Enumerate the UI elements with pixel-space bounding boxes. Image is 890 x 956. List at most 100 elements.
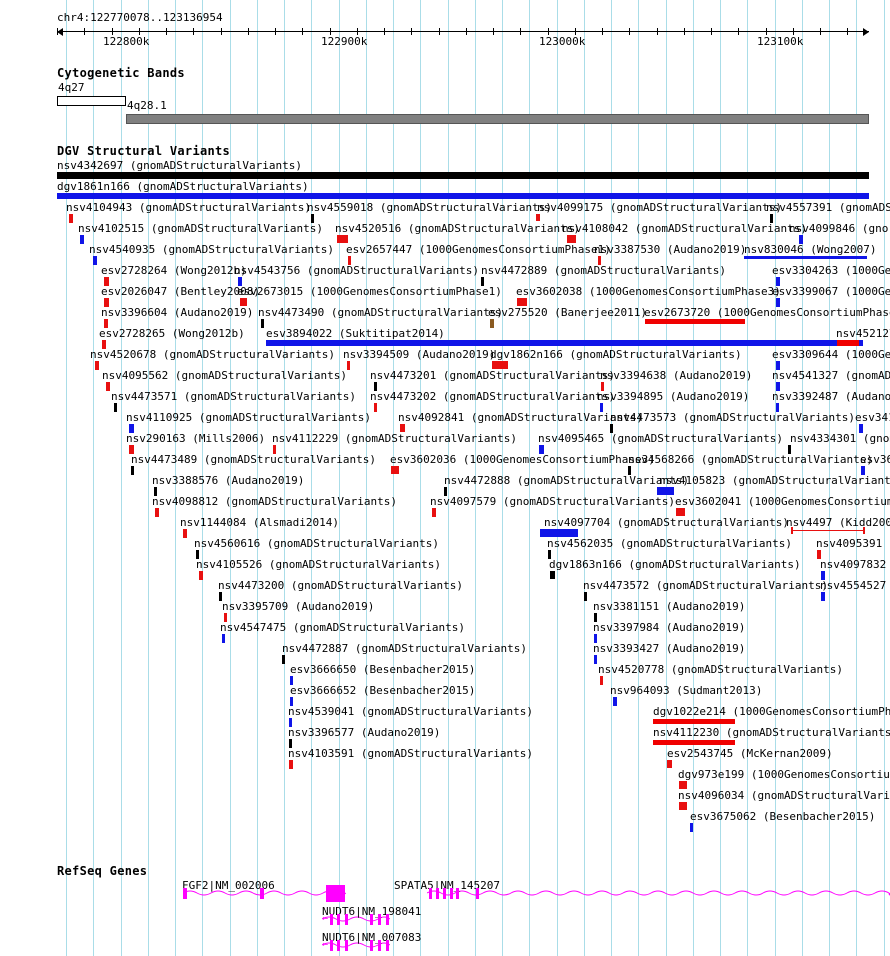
variant-feature[interactable] xyxy=(600,403,603,412)
variant-feature[interactable] xyxy=(690,823,693,832)
variant-feature[interactable] xyxy=(821,592,825,601)
gene-exon[interactable] xyxy=(456,888,459,899)
variant-feature[interactable] xyxy=(584,592,587,601)
variant-feature[interactable] xyxy=(594,613,597,622)
gene-label[interactable]: FGF2|NM_002006 xyxy=(182,879,275,892)
variant-feature[interactable] xyxy=(104,277,109,286)
gene-exon[interactable] xyxy=(436,888,439,899)
variant-feature[interactable] xyxy=(594,634,597,643)
variant-feature[interactable] xyxy=(131,466,134,475)
variant-feature[interactable] xyxy=(776,298,780,307)
gene-exon[interactable] xyxy=(330,940,333,951)
variant-feature[interactable] xyxy=(347,361,350,370)
variant-feature[interactable] xyxy=(289,760,293,769)
gene-exon[interactable] xyxy=(443,888,446,899)
variant-feature[interactable] xyxy=(536,214,540,221)
variant-feature[interactable] xyxy=(104,298,109,307)
variant-feature[interactable] xyxy=(432,508,436,517)
variant-feature[interactable] xyxy=(289,739,292,748)
variant-feature[interactable] xyxy=(517,298,527,306)
gene-label[interactable]: NUDT6|NM_198041 xyxy=(322,905,422,918)
variant-feature[interactable] xyxy=(199,571,203,580)
gene-exon[interactable] xyxy=(450,888,453,899)
variant-feature[interactable] xyxy=(104,319,108,328)
variant-feature[interactable] xyxy=(95,361,99,370)
variant-feature[interactable] xyxy=(548,550,551,559)
variant-feature[interactable] xyxy=(273,445,276,454)
gene-exon[interactable] xyxy=(260,888,264,899)
gene-exon[interactable] xyxy=(337,914,340,925)
variant-feature[interactable] xyxy=(57,172,869,179)
variant-feature[interactable] xyxy=(183,529,187,538)
gene-exon[interactable] xyxy=(476,888,479,899)
variant-feature[interactable] xyxy=(799,235,803,244)
variant-feature[interactable] xyxy=(348,256,351,265)
variant-feature[interactable] xyxy=(290,697,293,706)
variant-feature[interactable] xyxy=(481,277,484,286)
gene-exon[interactable] xyxy=(378,914,381,925)
variant-feature[interactable] xyxy=(492,361,508,369)
variant-feature[interactable] xyxy=(600,676,603,685)
variant-feature[interactable] xyxy=(224,613,227,622)
variant-feature[interactable] xyxy=(311,214,314,223)
gene-exon[interactable] xyxy=(429,888,432,899)
variant-feature[interactable] xyxy=(196,550,199,559)
variant-feature[interactable] xyxy=(374,382,377,391)
gene-label[interactable]: NUDT6|NM_007083 xyxy=(322,931,422,944)
variant-feature[interactable] xyxy=(261,319,264,328)
variant-feature[interactable] xyxy=(93,256,97,265)
variant-feature[interactable] xyxy=(550,571,555,579)
gene-exon[interactable] xyxy=(326,885,345,902)
variant-feature[interactable] xyxy=(567,235,576,243)
variant-feature[interactable] xyxy=(776,361,780,370)
variant-feature[interactable] xyxy=(106,382,110,391)
variant-feature[interactable] xyxy=(645,319,745,324)
gene-exon[interactable] xyxy=(370,914,373,925)
variant-feature[interactable] xyxy=(80,235,84,244)
variant-feature[interactable] xyxy=(859,424,863,433)
variant-feature[interactable] xyxy=(676,508,685,516)
cytoband-bar[interactable] xyxy=(126,114,869,124)
variant-feature[interactable] xyxy=(69,214,73,223)
variant-feature[interactable] xyxy=(791,527,865,534)
variant-feature[interactable] xyxy=(861,466,865,475)
gene-exon[interactable] xyxy=(386,940,389,951)
variant-feature[interactable] xyxy=(776,277,780,286)
variant-feature[interactable] xyxy=(679,781,687,789)
variant-feature[interactable] xyxy=(776,403,779,412)
variant-feature[interactable] xyxy=(391,466,399,474)
variant-feature[interactable] xyxy=(539,445,544,454)
gene-exon[interactable] xyxy=(345,940,348,951)
variant-feature[interactable] xyxy=(821,571,825,580)
variant-feature[interactable] xyxy=(653,719,735,724)
variant-feature[interactable] xyxy=(238,277,242,286)
variant-feature[interactable] xyxy=(374,403,377,412)
gene-exon[interactable] xyxy=(330,914,333,925)
variant-feature[interactable] xyxy=(788,445,791,454)
variant-feature[interactable] xyxy=(490,319,494,328)
variant-feature[interactable] xyxy=(770,214,773,223)
variant-feature[interactable] xyxy=(598,256,601,265)
variant-feature[interactable] xyxy=(540,529,578,537)
gene-exon[interactable] xyxy=(370,940,373,951)
variant-feature[interactable] xyxy=(219,592,222,601)
variant-feature[interactable] xyxy=(679,802,687,810)
variant-feature[interactable] xyxy=(129,445,134,454)
variant-feature[interactable] xyxy=(400,424,405,432)
variant-feature[interactable] xyxy=(744,256,867,259)
variant-feature[interactable] xyxy=(290,676,293,685)
cytoband-bar[interactable] xyxy=(57,96,126,106)
variant-feature[interactable] xyxy=(266,340,863,346)
variant-feature[interactable] xyxy=(155,508,159,517)
variant-feature[interactable] xyxy=(601,382,604,391)
variant-feature[interactable] xyxy=(657,487,674,495)
variant-feature[interactable] xyxy=(102,340,106,349)
gene-exon[interactable] xyxy=(386,914,389,925)
gene-exon[interactable] xyxy=(183,888,187,899)
gene-exon[interactable] xyxy=(337,940,340,951)
gene-exon[interactable] xyxy=(378,940,381,951)
variant-feature[interactable] xyxy=(776,382,780,391)
variant-feature[interactable] xyxy=(667,760,672,768)
variant-feature[interactable] xyxy=(114,403,117,412)
variant-feature[interactable] xyxy=(240,298,247,306)
